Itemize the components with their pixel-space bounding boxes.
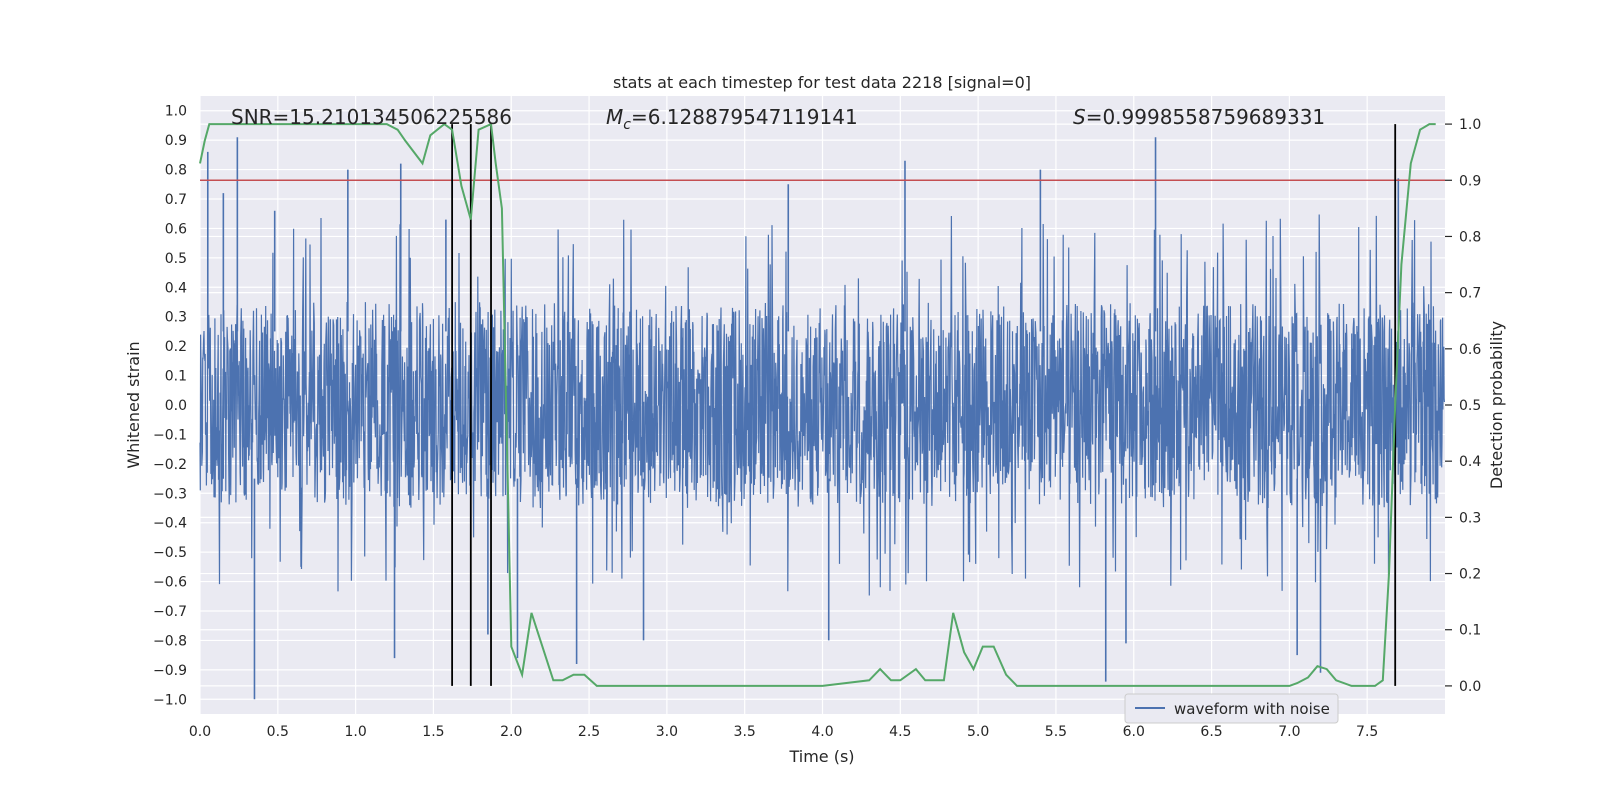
y-left-tick-label: 0.5 (165, 251, 187, 267)
x-tick-label: 5.5 (1045, 724, 1067, 740)
chart-title: stats at each timestep for test data 221… (613, 73, 1031, 92)
x-tick-label: 5.0 (967, 724, 989, 740)
mc-value: =6.128879547119141 (631, 105, 858, 129)
x-tick-label: 3.5 (734, 724, 756, 740)
mc-annotation: Mc=6.128879547119141 (606, 105, 858, 133)
y-left-tick-label: 0.6 (165, 221, 187, 237)
y-right-tick-label: 0.6 (1459, 342, 1481, 358)
y-left-tick-label: 0.9 (165, 133, 187, 149)
waveform-series (199, 137, 1445, 700)
y-right-tick-label: 0.3 (1459, 510, 1481, 526)
y-left-tick-label: 1.0 (165, 104, 187, 120)
x-tick-label: 7.0 (1278, 724, 1300, 740)
x-tick-label: 4.5 (889, 724, 911, 740)
x-tick-label: 4.0 (811, 724, 833, 740)
y-right-axis-ticks: 1.0 0.9 0.8 0.7 0.6 0.5 0.4 0.3 0.2 0.1 0.0 (1445, 117, 1481, 695)
y-right-tick-label: 0.8 (1459, 229, 1481, 245)
y-left-tick-label: −0.3 (153, 486, 187, 502)
x-axis-ticks: 0.0 0.5 1.0 1.5 2.0 2.5 3.0 3.5 4.0 4.5 5.0 5.5 6.0 6… (189, 724, 1378, 740)
y-left-tick-label: −0.4 (153, 516, 187, 532)
y-left-tick-label: 0.0 (165, 398, 187, 414)
probability-series (199, 122, 1436, 687)
y-left-axis-ticks: 1.0 0.9 0.8 0.7 0.6 0.5 0.4 0.3 0.2 0.1 0.0 −0.1 −0.… (153, 104, 187, 709)
x-tick-label: 2.5 (578, 724, 600, 740)
y-left-tick-label: −1.0 (153, 692, 187, 708)
y-left-axis-label: Whitened strain (124, 341, 143, 468)
y-right-tick-label: 0.7 (1459, 286, 1481, 302)
x-axis-label: Time (s) (788, 747, 854, 766)
waveform-line (199, 214, 1445, 596)
mc-subscript: c (623, 117, 631, 133)
x-tick-label: 1.0 (344, 724, 366, 740)
y-right-tick-label: 0.9 (1459, 173, 1481, 189)
y-left-tick-label: −0.6 (153, 575, 187, 591)
x-tick-label: 6.0 (1123, 724, 1145, 740)
legend: waveform with noise (1124, 693, 1339, 724)
y-right-tick-label: 0.4 (1459, 454, 1481, 470)
y-left-tick-label: 0.7 (165, 192, 187, 208)
x-tick-label: 3.0 (656, 724, 678, 740)
legend-box (1124, 693, 1339, 724)
y-right-tick-label: 0.2 (1459, 567, 1481, 583)
y-right-axis-label: Detection probability (1487, 321, 1506, 489)
y-left-tick-label: 0.1 (165, 369, 187, 385)
y-left-tick-label: 0.8 (165, 163, 187, 179)
s-symbol: S (1073, 105, 1086, 129)
x-tick-label: 7.5 (1356, 724, 1378, 740)
mc-symbol: M (606, 105, 623, 129)
y-left-tick-label: 0.2 (165, 339, 187, 355)
y-left-tick-label: 0.4 (165, 280, 187, 296)
y-right-tick-label: 0.1 (1459, 623, 1481, 639)
x-tick-label: 1.5 (422, 724, 444, 740)
y-left-tick-label: −0.8 (153, 633, 187, 649)
s-annotation: S=0.9998558759689331 (1073, 105, 1325, 129)
x-tick-label: 2.0 (500, 724, 522, 740)
y-right-tick-label: 0.5 (1459, 398, 1481, 414)
y-left-tick-label: −0.9 (153, 663, 187, 679)
y-left-tick-label: −0.2 (153, 457, 187, 473)
y-right-tick-label: 0.0 (1459, 679, 1481, 695)
y-left-tick-label: 0.3 (165, 310, 187, 326)
x-tick-label: 6.5 (1200, 724, 1222, 740)
y-right-tick-label: 1.0 (1459, 117, 1481, 133)
y-left-tick-label: −0.7 (153, 604, 187, 620)
y-left-tick-label: −0.5 (153, 545, 187, 561)
legend-label: waveform with noise (1174, 700, 1330, 718)
y-left-tick-label: −0.1 (153, 427, 187, 443)
x-tick-label: 0.5 (267, 724, 289, 740)
snr-annotation: SNR=15.210134506225586 (231, 105, 512, 129)
s-value: =0.9998558759689331 (1086, 105, 1325, 129)
x-tick-label: 0.0 (189, 724, 211, 740)
